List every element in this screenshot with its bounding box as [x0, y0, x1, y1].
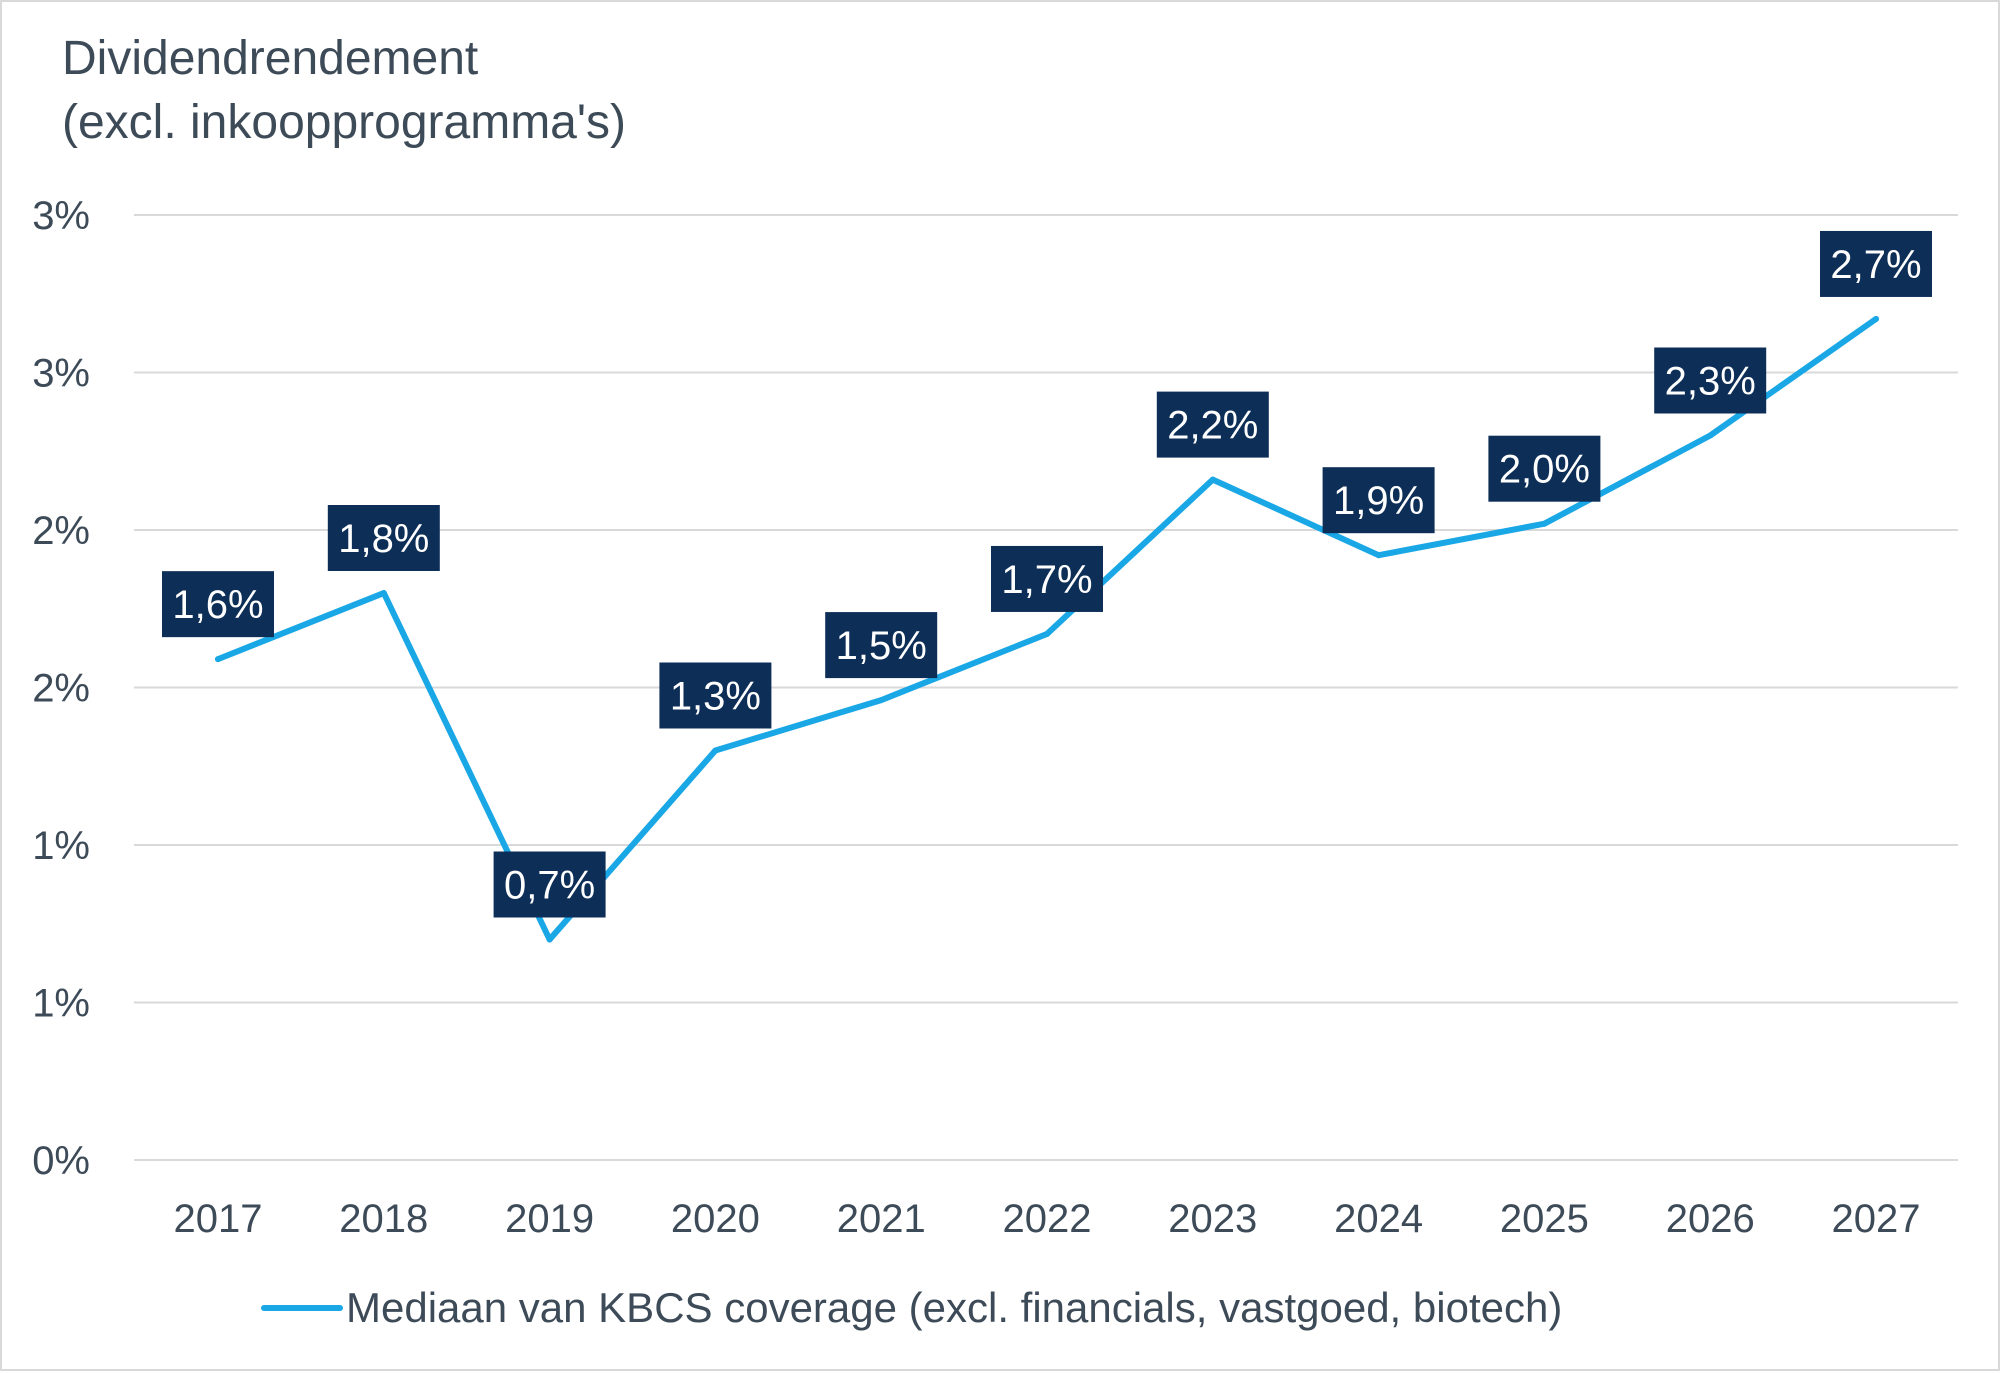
y-tick-label: 1%: [32, 824, 90, 868]
data-label-box: [1322, 467, 1435, 534]
x-tick-label: 2023: [1168, 1197, 1257, 1241]
data-label-text: 2,3%: [1665, 360, 1756, 404]
y-tick-label: 2%: [32, 509, 90, 553]
series-line: [215, 315, 1879, 943]
data-label: 2,0%: [1488, 435, 1601, 502]
data-label-text: 1,3%: [670, 675, 761, 719]
data-label-box: [825, 612, 938, 679]
x-tick-label: 2019: [505, 1197, 594, 1241]
x-tick-label: 2020: [671, 1197, 760, 1241]
data-label-box: [1820, 230, 1932, 297]
data-label-box: [1156, 391, 1269, 458]
data-label: 1,6%: [162, 571, 274, 638]
y-tick-label: 1%: [32, 982, 90, 1026]
y-tick-label: 3%: [32, 352, 90, 396]
x-tick-label: 2026: [1666, 1197, 1755, 1241]
data-labels: 1,6% 1,8% 0,7% 1,3% 1,5% 1,7% 2,2% 1,9% 2,0% 2,3%…: [162, 230, 1932, 918]
data-label-text: 2,7%: [1830, 243, 1921, 287]
chart-title: Dividendrendement: [62, 32, 478, 85]
data-label-text: 1,5%: [836, 624, 927, 668]
data-label-box: [493, 851, 606, 918]
x-tick-label: 2022: [1003, 1197, 1092, 1241]
data-label-text: 1,7%: [1001, 558, 1092, 602]
x-tick-label: 2018: [339, 1197, 428, 1241]
data-label-box: [162, 571, 274, 638]
chart-subtitle: (excl. inkoopprogramma's): [62, 96, 626, 149]
data-point: [1707, 432, 1714, 439]
x-tick-label: 2024: [1334, 1197, 1423, 1241]
x-tick-label: 2017: [174, 1197, 263, 1241]
data-label-box: [659, 662, 772, 729]
data-point: [215, 656, 221, 663]
x-tick-label: 2027: [1832, 1197, 1921, 1241]
data-label-text: 0,7%: [504, 864, 595, 908]
data-label-text: 1,6%: [172, 583, 263, 627]
x-axis-tick-labels: 2017 2018 2019 2020 2021 2022 2023 2024 2025 2026…: [174, 1197, 1921, 1241]
data-label: 1,9%: [1322, 467, 1435, 534]
data-label-box: [1488, 435, 1601, 502]
data-label-text: 1,9%: [1333, 479, 1424, 523]
data-point: [878, 697, 885, 704]
data-point: [380, 590, 387, 596]
y-tick-label: 3%: [32, 194, 90, 238]
data-label-box: [1654, 347, 1767, 414]
legend-label: Mediaan van KBCS coverage (excl. financi…: [346, 1284, 1562, 1331]
data-label-box: [327, 505, 440, 571]
data-label: 2,7%: [1820, 230, 1932, 297]
data-label: 1,7%: [991, 545, 1103, 612]
y-tick-label: 2%: [32, 667, 90, 711]
data-point: [712, 747, 719, 754]
data-label: 1,3%: [659, 662, 772, 729]
x-tick-label: 2025: [1500, 1197, 1589, 1241]
series-layer: [215, 315, 1879, 943]
data-label-text: 2,0%: [1499, 448, 1590, 492]
data-label-text: 1,8%: [338, 517, 429, 561]
data-point: [546, 936, 553, 943]
data-label: 0,7%: [493, 851, 606, 918]
x-tick-label: 2021: [837, 1197, 926, 1241]
data-point: [1044, 630, 1050, 637]
data-point: [1375, 552, 1382, 559]
data-label: 1,5%: [825, 612, 938, 679]
data-point: [1209, 476, 1216, 483]
data-label: 1,8%: [327, 505, 440, 571]
data-point: [1873, 315, 1879, 322]
y-tick-label: 0%: [32, 1139, 90, 1183]
y-axis-tick-labels: 0% 1% 1% 2% 2% 3% 3%: [32, 194, 90, 1183]
data-label-box: [991, 545, 1103, 612]
data-point: [1541, 520, 1548, 527]
data-label: 2,3%: [1654, 347, 1767, 414]
data-label-text: 2,2%: [1167, 404, 1258, 448]
legend: Mediaan van KBCS coverage (excl. financi…: [261, 1284, 1562, 1331]
data-label: 2,2%: [1156, 391, 1269, 458]
